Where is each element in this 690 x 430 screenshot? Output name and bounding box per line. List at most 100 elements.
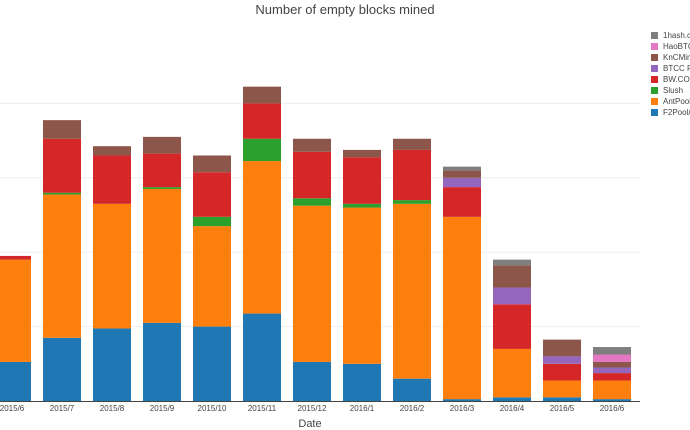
legend-swatch bbox=[651, 65, 658, 72]
legend-swatch bbox=[651, 54, 658, 61]
bar-segment bbox=[243, 86, 281, 104]
bar-segment bbox=[243, 313, 281, 401]
legend-swatch bbox=[651, 87, 658, 94]
bars bbox=[0, 86, 631, 401]
bar-segment bbox=[543, 356, 581, 364]
bar-segment bbox=[493, 265, 531, 288]
x-tick-label: 2016/4 bbox=[500, 404, 525, 413]
bar-segment bbox=[243, 161, 281, 314]
bar-segment bbox=[443, 399, 481, 401]
bar-segment bbox=[243, 103, 281, 139]
bar-segment bbox=[93, 146, 131, 156]
x-tick-label: 2016/3 bbox=[450, 404, 475, 413]
bar-segment bbox=[93, 155, 131, 204]
legend-swatch bbox=[651, 76, 658, 83]
bar-segment bbox=[343, 157, 381, 204]
legend-swatch bbox=[651, 43, 658, 50]
legend-label: 1hash.c bbox=[663, 31, 690, 40]
bar-segment bbox=[593, 347, 631, 355]
legend: 1hash.c HaoBTC KnCMin BTCC P BW.CO Slush AntPo… bbox=[651, 30, 690, 118]
legend-label: Slush bbox=[663, 86, 684, 95]
bar-segment bbox=[593, 367, 631, 374]
legend-label: KnCMin bbox=[663, 53, 690, 62]
bar-segment bbox=[143, 187, 181, 189]
bar-segment bbox=[293, 361, 331, 401]
bar-segment bbox=[143, 188, 181, 323]
x-tick-label: 2015/8 bbox=[100, 404, 125, 413]
legend-item[interactable]: Slush bbox=[651, 85, 690, 96]
x-tick-label: 2015/9 bbox=[150, 404, 175, 413]
legend-item[interactable]: 1hash.c bbox=[651, 30, 690, 41]
bar-segment bbox=[293, 138, 331, 152]
legend-item[interactable]: HaoBTC bbox=[651, 41, 690, 52]
bar-segment bbox=[343, 203, 381, 208]
legend-label: BW.CO bbox=[663, 75, 690, 84]
bar-segment bbox=[493, 259, 531, 266]
bar-segment bbox=[143, 322, 181, 401]
legend-item[interactable]: BTCC P bbox=[651, 63, 690, 74]
bar-segment bbox=[343, 363, 381, 401]
legend-label: F2Pool/ bbox=[663, 108, 690, 117]
bar-segment bbox=[443, 170, 481, 178]
bar-segment bbox=[93, 328, 131, 401]
x-tick-label: 2016/2 bbox=[400, 404, 425, 413]
bar-segment bbox=[193, 155, 231, 173]
x-tick-label: 2016/5 bbox=[550, 404, 575, 413]
bar-segment bbox=[593, 354, 631, 362]
x-tick-label: 2015/10 bbox=[198, 404, 227, 413]
bar-segment bbox=[193, 216, 231, 227]
bar-segment bbox=[543, 397, 581, 401]
x-axis-title: Date bbox=[298, 418, 322, 430]
bar-segment bbox=[143, 153, 181, 188]
bar-segment bbox=[193, 226, 231, 327]
bar-segment bbox=[343, 207, 381, 364]
x-tick-label: 2015/6 bbox=[0, 404, 25, 413]
bar-segment bbox=[493, 348, 531, 398]
bar-segment bbox=[543, 380, 581, 398]
bar-segment bbox=[393, 138, 431, 150]
bar-segment bbox=[43, 194, 81, 338]
legend-item[interactable]: KnCMin bbox=[651, 52, 690, 63]
bar-segment bbox=[593, 373, 631, 381]
legend-swatch bbox=[651, 109, 658, 116]
bar-segment bbox=[443, 166, 481, 171]
legend-item[interactable]: AntPool bbox=[651, 96, 690, 107]
legend-label: BTCC P bbox=[663, 64, 690, 73]
bar-segment bbox=[43, 192, 81, 195]
bar-segment bbox=[293, 151, 331, 199]
bar-segment bbox=[193, 172, 231, 217]
bar-segment bbox=[493, 287, 531, 305]
bar-segment bbox=[93, 203, 131, 329]
bar-segment bbox=[343, 149, 381, 158]
bar-segment bbox=[593, 380, 631, 400]
legend-label: AntPool bbox=[663, 97, 690, 106]
bar-segment bbox=[393, 200, 431, 204]
x-tick-label: 2016/6 bbox=[600, 404, 625, 413]
legend-item[interactable]: BW.CO bbox=[651, 74, 690, 85]
legend-swatch bbox=[651, 32, 658, 39]
chart-title: Number of empty blocks mined bbox=[255, 2, 435, 17]
bar-segment bbox=[243, 138, 281, 162]
bar-segment bbox=[593, 399, 631, 401]
bar-segment bbox=[393, 203, 431, 379]
bar-segment bbox=[493, 304, 531, 349]
x-tick-label: 2016/1 bbox=[350, 404, 375, 413]
x-tick-label: 2015/11 bbox=[248, 404, 277, 413]
x-tick-label: 2015/12 bbox=[298, 404, 327, 413]
x-tick-label: 2015/7 bbox=[50, 404, 75, 413]
bar-segment bbox=[443, 216, 481, 400]
legend-item[interactable]: F2Pool/ bbox=[651, 107, 690, 118]
bar-segment bbox=[143, 136, 181, 154]
bar-segment bbox=[393, 378, 431, 401]
bar-segment bbox=[293, 205, 331, 362]
bar-segment bbox=[43, 337, 81, 401]
bar-segment bbox=[293, 198, 331, 206]
bar-segment bbox=[493, 397, 531, 401]
bar-segment bbox=[43, 120, 81, 139]
bar-segment bbox=[593, 361, 631, 368]
bar-segment bbox=[43, 138, 81, 193]
bar-segment bbox=[0, 259, 31, 362]
legend-label: HaoBTC bbox=[663, 42, 690, 51]
